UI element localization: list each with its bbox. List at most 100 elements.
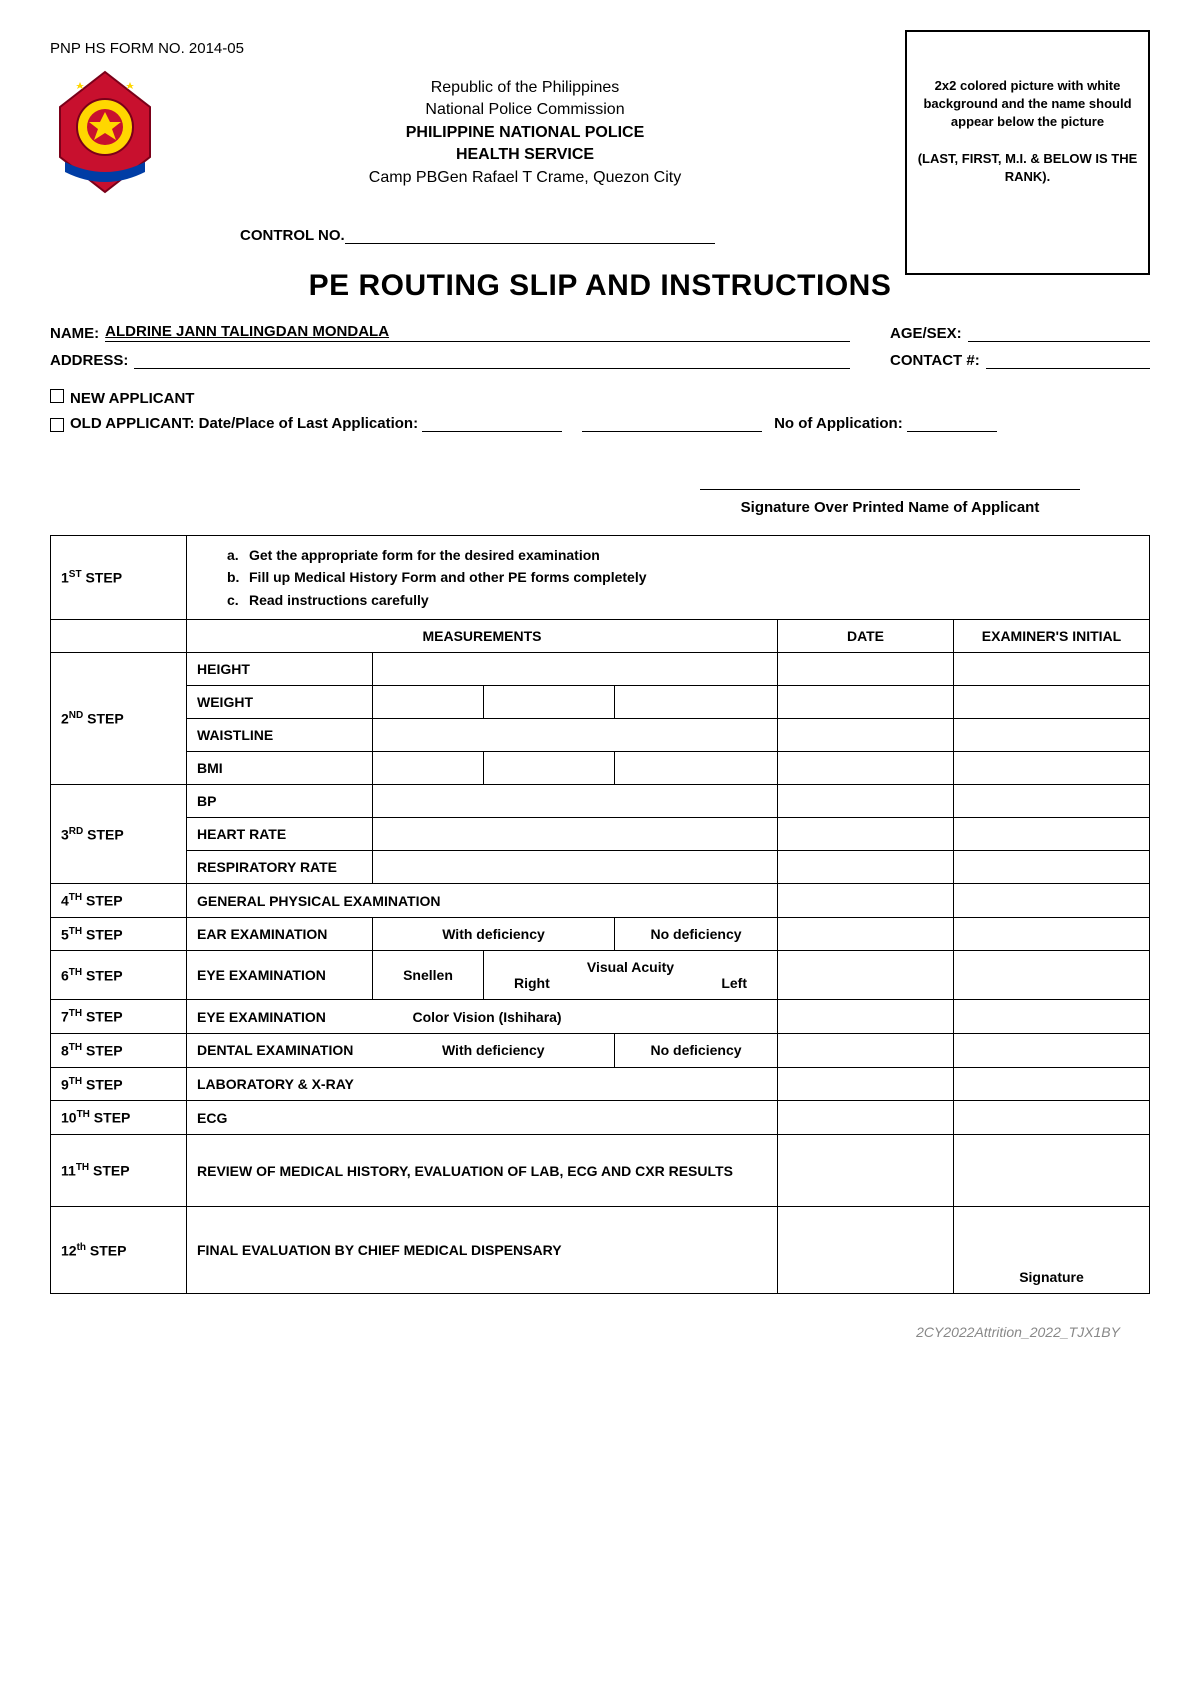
review-label: REVIEW OF MEDICAL HISTORY, EVALUATION OF… — [187, 1135, 778, 1207]
lab-initial[interactable] — [954, 1067, 1150, 1101]
no-of-app-label: No of Application: — [774, 415, 903, 432]
bp-label: BP — [187, 785, 373, 818]
step6-label: 6TH STEP — [51, 951, 187, 1000]
old-date-field[interactable] — [422, 413, 562, 432]
ecg-initial[interactable] — [954, 1101, 1150, 1135]
name-value[interactable]: ALDRINE JANN TALINGDAN MONDALA — [105, 323, 850, 342]
photo-instruction-2: (LAST, FIRST, M.I. & BELOW IS THE RANK). — [917, 150, 1138, 186]
step9-label: 9TH STEP — [51, 1067, 187, 1101]
dental-initial[interactable] — [954, 1034, 1150, 1068]
ear-no-def: No deficiency — [615, 917, 778, 951]
height-date[interactable] — [778, 653, 954, 686]
final-date[interactable] — [778, 1207, 954, 1294]
eye2-initial[interactable] — [954, 1000, 1150, 1034]
hr-date[interactable] — [778, 818, 954, 851]
gpe-label: GENERAL PHYSICAL EXAMINATION — [187, 884, 778, 918]
ecg-date[interactable] — [778, 1101, 954, 1135]
header-line5: Camp PBGen Rafael T Crame, Quezon City — [180, 167, 870, 189]
ear-with-def: With deficiency — [373, 917, 615, 951]
bmi-v1[interactable] — [373, 752, 484, 785]
step11-label: 11TH STEP — [51, 1135, 187, 1207]
ear-label: EAR EXAMINATION — [187, 917, 373, 951]
step10-label: 10TH STEP — [51, 1101, 187, 1135]
waistline-date[interactable] — [778, 719, 954, 752]
weight-v2[interactable] — [484, 686, 615, 719]
measurements-header: MEASUREMENTS — [187, 620, 778, 653]
weight-label: WEIGHT — [187, 686, 373, 719]
ear-initial[interactable] — [954, 917, 1150, 951]
step1-label: 1ST STEP — [51, 536, 187, 620]
header-text: Republic of the Philippines National Pol… — [180, 67, 870, 189]
age-sex-label: AGE/SEX: — [890, 325, 962, 342]
weight-initial[interactable] — [954, 686, 1150, 719]
final-label: FINAL EVALUATION BY CHIEF MEDICAL DISPEN… — [187, 1207, 778, 1294]
rr-label: RESPIRATORY RATE — [187, 851, 373, 884]
pnp-logo — [50, 67, 160, 197]
header-line2: National Police Commission — [180, 99, 870, 121]
bmi-v2[interactable] — [484, 752, 615, 785]
visual-acuity-cell: Visual Acuity RightLeft — [484, 951, 778, 1000]
eye-date[interactable] — [778, 951, 954, 1000]
waistline-value[interactable] — [373, 719, 778, 752]
hr-initial[interactable] — [954, 818, 1150, 851]
bmi-date[interactable] — [778, 752, 954, 785]
weight-v1[interactable] — [373, 686, 484, 719]
examiner-header: EXAMINER'S INITIAL — [954, 620, 1150, 653]
steps-table: 1ST STEP a.Get the appropriate form for … — [50, 535, 1150, 1294]
ear-date[interactable] — [778, 917, 954, 951]
lab-date[interactable] — [778, 1067, 954, 1101]
control-no-field[interactable] — [345, 243, 715, 244]
height-value[interactable] — [373, 653, 778, 686]
weight-date[interactable] — [778, 686, 954, 719]
address-label: ADDRESS: — [50, 352, 128, 369]
eye-label: EYE EXAMINATION — [187, 951, 373, 1000]
review-date[interactable] — [778, 1135, 954, 1207]
signature-line[interactable] — [700, 489, 1080, 490]
dental-date[interactable] — [778, 1034, 954, 1068]
height-initial[interactable] — [954, 653, 1150, 686]
waistline-label: WAISTLINE — [187, 719, 373, 752]
rr-initial[interactable] — [954, 851, 1150, 884]
height-label: HEIGHT — [187, 653, 373, 686]
rr-value[interactable] — [373, 851, 778, 884]
old-applicant-checkbox[interactable] — [50, 418, 64, 432]
step4-label: 4TH STEP — [51, 884, 187, 918]
control-label: CONTROL NO. — [240, 227, 345, 244]
step5-label: 5TH STEP — [51, 917, 187, 951]
contact-field[interactable] — [986, 350, 1150, 369]
step1-instructions: a.Get the appropriate form for the desir… — [187, 536, 1150, 620]
page: PNP HS FORM NO. 2014-05 Republic of the … — [0, 0, 1200, 1380]
date-header: DATE — [778, 620, 954, 653]
gpe-date[interactable] — [778, 884, 954, 918]
old-place-field[interactable] — [582, 413, 762, 432]
no-of-app-field[interactable] — [907, 413, 997, 432]
photo-box: 2x2 colored picture with white backgroun… — [905, 30, 1150, 275]
eye-initial[interactable] — [954, 951, 1150, 1000]
gpe-initial[interactable] — [954, 884, 1150, 918]
eye2-date[interactable] — [778, 1000, 954, 1034]
review-initial[interactable] — [954, 1135, 1150, 1207]
weight-v3[interactable] — [615, 686, 778, 719]
bmi-v3[interactable] — [615, 752, 778, 785]
final-signature-cell[interactable]: Signature — [954, 1207, 1150, 1294]
color-vision-label: Color Vision (Ishihara) — [373, 1000, 778, 1034]
header-line1: Republic of the Philippines — [180, 77, 870, 99]
step3-label: 3RD STEP — [51, 785, 187, 884]
bp-value[interactable] — [373, 785, 778, 818]
new-applicant-checkbox[interactable] — [50, 389, 64, 403]
footer-note: 2CY2022Attrition_2022_TJX1BY — [50, 1324, 1150, 1340]
contact-label: CONTACT #: — [890, 352, 980, 369]
address-field[interactable] — [134, 350, 850, 369]
age-sex-field[interactable] — [968, 323, 1150, 342]
bp-initial[interactable] — [954, 785, 1150, 818]
lab-label: LABORATORY & X-RAY — [187, 1067, 778, 1101]
rr-date[interactable] — [778, 851, 954, 884]
bmi-initial[interactable] — [954, 752, 1150, 785]
header-line3: PHILIPPINE NATIONAL POLICE — [180, 122, 870, 144]
waistline-initial[interactable] — [954, 719, 1150, 752]
name-row: NAME: ALDRINE JANN TALINGDAN MONDALA AGE… — [50, 323, 1150, 342]
bp-date[interactable] — [778, 785, 954, 818]
hr-value[interactable] — [373, 818, 778, 851]
old-applicant-label: OLD APPLICANT: Date/Place of Last Applic… — [70, 415, 418, 432]
ecg-label: ECG — [187, 1101, 778, 1135]
